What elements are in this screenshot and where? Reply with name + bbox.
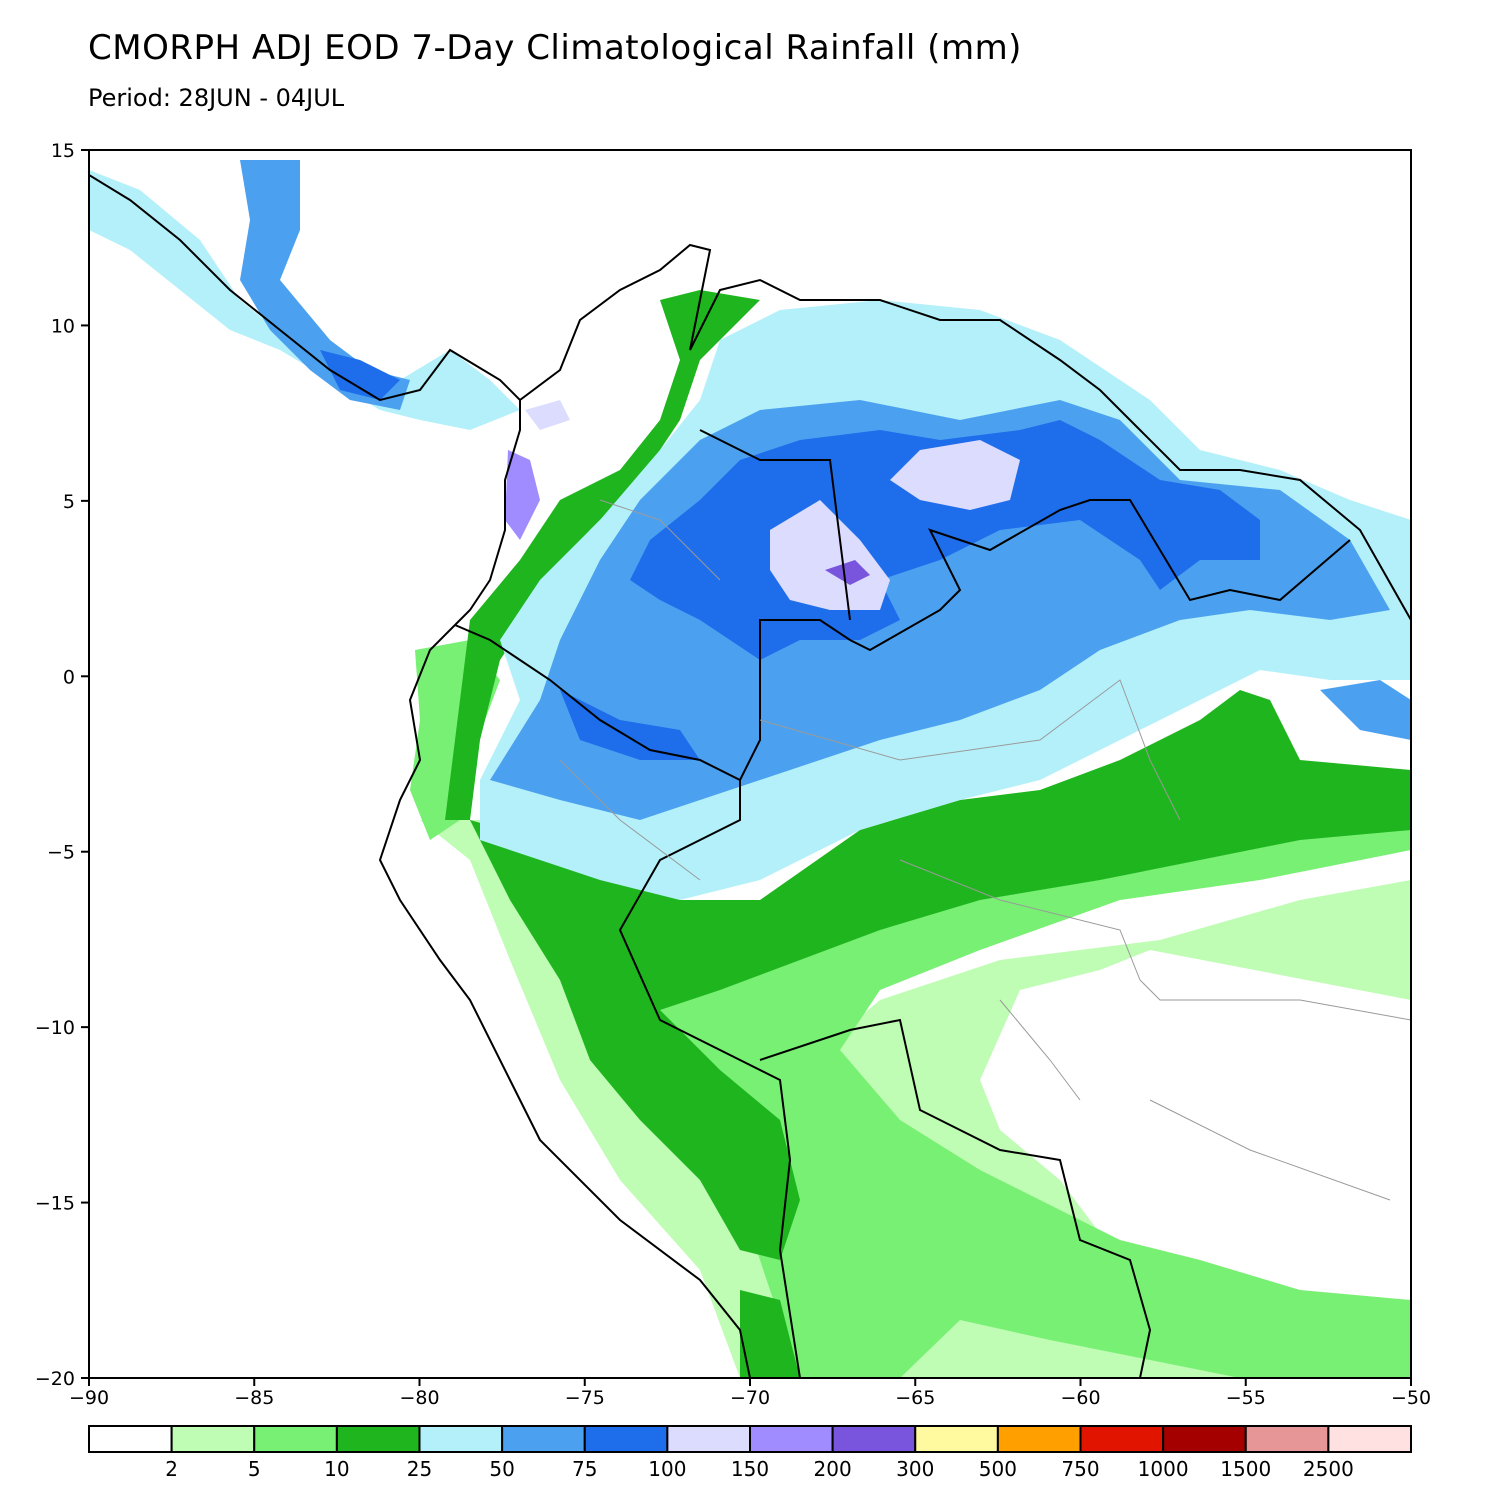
x-tick-label: −90 <box>69 1387 109 1409</box>
colorbar-swatch <box>996 1425 1082 1453</box>
colorbar-swatch <box>88 1425 173 1453</box>
colorbar-label: 50 <box>489 1457 514 1481</box>
rain-200-300mm-region <box>825 560 870 585</box>
colorbar-label: 200 <box>814 1457 852 1481</box>
country-borders <box>454 429 1351 1378</box>
rain-75-100mm-region <box>630 420 1260 660</box>
dry-interior-region <box>980 950 1411 1340</box>
x-tick-label: −70 <box>730 1387 770 1409</box>
colorbar-swatch <box>831 1425 917 1453</box>
colorbar-label: 10 <box>324 1457 349 1481</box>
colorbar-label: 1000 <box>1138 1457 1189 1481</box>
colorbar-label: 75 <box>572 1457 597 1481</box>
y-tick-label: −20 <box>35 1368 75 1390</box>
rain-100-150mm-region <box>770 500 890 610</box>
colorbar-swatch <box>501 1425 586 1453</box>
rain-50-75mm-amapa-region <box>1320 680 1411 740</box>
rain-75-100mm-amazon-region <box>560 690 700 760</box>
colorbar-swatch <box>170 1425 256 1453</box>
colorbar-swatch <box>253 1425 338 1453</box>
y-tick-label: 10 <box>51 315 75 337</box>
colorbar-swatch <box>335 1425 421 1453</box>
colorbar-label: 2500 <box>1303 1457 1354 1481</box>
colorbar-label: 300 <box>896 1457 934 1481</box>
colorbar-label: 5 <box>248 1457 261 1481</box>
rain-100-150mm-choco-region <box>525 400 570 430</box>
rain-150-200mm-region <box>505 450 540 540</box>
y-axis: 15 10 5 0 −5 −10 −15 −20 <box>35 140 89 1390</box>
colorbar-label: 25 <box>407 1457 432 1481</box>
y-tick-label: −10 <box>35 1017 75 1039</box>
colorbar-label: 150 <box>731 1457 769 1481</box>
precip-field <box>89 150 1411 1378</box>
colorbar-label: 100 <box>648 1457 686 1481</box>
colorbar-label: 2 <box>165 1457 178 1481</box>
x-tick-label: −85 <box>234 1387 274 1409</box>
colorbar-swatch <box>1244 1425 1330 1453</box>
y-tick-label: −5 <box>47 842 75 864</box>
colorbar-swatch <box>1327 1425 1412 1453</box>
rain-100-150mm-guiana-region <box>890 440 1020 510</box>
coastline <box>89 174 751 1378</box>
colorbar-swatch <box>418 1425 504 1453</box>
map-title: CMORPH ADJ EOD 7-Day Climatological Rain… <box>88 28 1022 68</box>
x-tick-label: −55 <box>1226 1387 1266 1409</box>
x-axis: −90 −85 −80 −75 −70 −65 −60 −55 −50 <box>69 1378 1431 1409</box>
colorbar-swatch <box>583 1425 669 1453</box>
rain-10-25mm-bolivia-region <box>740 1290 800 1378</box>
x-tick-label: −65 <box>895 1387 935 1409</box>
x-tick-label: −60 <box>1060 1387 1100 1409</box>
y-tick-label: 15 <box>51 140 75 162</box>
colorbar: 2 5 10 25 50 75 100 150 200 300 500 750 1000 1500 2500 <box>88 1425 1412 1481</box>
colorbar-swatch <box>749 1425 834 1453</box>
y-tick-label: −15 <box>35 1193 75 1215</box>
rain-50-75mm-ca-region <box>240 160 410 410</box>
colorbar-swatch <box>1079 1425 1165 1453</box>
colorbar-swatch <box>666 1425 751 1453</box>
state-borders <box>559 499 1411 1201</box>
colorbar-label: 1500 <box>1220 1457 1271 1481</box>
rain-25-50mm-central-america-region <box>89 170 520 430</box>
rain-10-25mm-region <box>470 690 1411 1260</box>
y-tick-label: 0 <box>63 666 75 688</box>
x-tick-label: −80 <box>399 1387 439 1409</box>
colorbar-label: 750 <box>1061 1457 1099 1481</box>
x-tick-label: −50 <box>1391 1387 1431 1409</box>
y-tick-label: 5 <box>63 491 75 513</box>
period-subtitle: Period: 28JUN - 04JUL <box>88 84 345 112</box>
colorbar-swatch <box>914 1425 999 1453</box>
rain-75-100mm-panama-region <box>320 350 400 400</box>
x-tick-label: −75 <box>565 1387 605 1409</box>
colorbar-label: 500 <box>979 1457 1017 1481</box>
colorbar-swatch <box>1162 1425 1247 1453</box>
rain-10-25mm-andes-region <box>445 290 760 820</box>
north-coast <box>519 243 1411 621</box>
dry-andes-region <box>440 900 700 1300</box>
